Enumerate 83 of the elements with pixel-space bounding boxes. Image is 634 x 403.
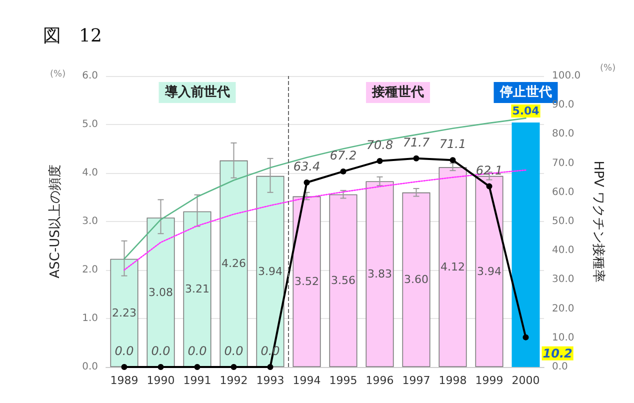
point [413,155,420,162]
bar [220,160,248,367]
data-label: 3.83 [368,268,392,281]
y2-tick-label: 90.0 [552,100,574,111]
bar [110,258,138,367]
data-label: 0.0 [114,344,134,358]
y2-tick-label: 50.0 [552,216,574,227]
x-tick-label: 1992 [220,374,248,387]
y2-tick-label: 60.0 [552,186,574,198]
y2-tick-label: 20.0 [552,303,574,314]
y-tick-label: 4.0 [82,168,98,178]
data-label: 0.0 [224,344,244,358]
point [194,364,200,370]
y2-axis-title: HPV ワクチン接種率 [590,160,607,282]
data-label: 0.0 [188,344,208,358]
y2-tick-label: 10.0 [552,332,574,344]
bar [256,176,284,367]
y-tick-label: 1.0 [82,313,98,324]
annotation: 導入前世代 [164,84,230,100]
data-label: 10.2 [542,346,572,360]
data-label: 2.23 [112,306,136,320]
bar [329,194,358,367]
x-tick-label: 1996 [366,374,394,387]
y2-tick-label: 80.0 [552,128,574,140]
y2-tick-label: 0.0 [552,362,568,372]
x-tick-label: 1994 [292,374,321,387]
bar [475,176,504,367]
x-tick-label: 1999 [475,374,504,387]
bar [512,122,540,367]
point [304,180,310,186]
data-label: 67.2 [330,148,357,162]
y-tick-label: 3.0 [82,216,98,227]
data-label: 63.4 [293,160,320,174]
x-tick-label: 1991 [183,374,212,387]
point [376,158,383,164]
data-label: 3.94 [477,264,502,278]
x-tick-label: 1989 [110,374,138,387]
text: (%) [50,70,66,80]
y2-tick-label: 100.0 [552,70,581,82]
point [340,168,346,174]
bar [146,218,175,367]
y-tick-label: 2.0 [82,264,98,276]
y-axis-title: ASC-US以上の頻度 [47,164,63,278]
point [522,334,529,340]
y-tick-label: 6.0 [82,70,98,82]
x-tick-label: 2000 [512,374,540,387]
data-label: 71.7 [402,135,430,150]
point [230,364,237,370]
chart-title: 図 12 [43,26,102,46]
bar [438,167,467,367]
point [121,364,128,370]
data-label: 3.94 [258,264,282,278]
data-label: 3.60 [404,273,428,286]
y2-tick-label: 30.0 [552,274,574,286]
data-label: 71.1 [439,137,466,152]
point [486,183,492,190]
data-label: 3.56 [331,274,356,288]
data-label: 3.52 [294,275,319,288]
bar [402,192,430,367]
y-tick-label: 5.0 [82,119,98,130]
bar [366,181,394,367]
annotation: 停止世代 [498,85,552,100]
x-tick-label: 1993 [256,374,284,387]
data-label: 3.08 [148,286,173,299]
y-tick-label: 0.0 [82,362,98,372]
x-tick-label: 1995 [329,374,358,387]
point [267,364,274,370]
annotation: 接種世代 [371,84,424,100]
data-label: 70.8 [366,138,394,152]
data-label: 4.12 [440,260,465,274]
point [158,364,164,370]
x-tick-label: 1997 [402,374,430,387]
text: (%) [600,64,616,74]
bar [183,211,212,367]
x-tick-label: 1990 [146,374,175,387]
data-label: 0.0 [151,344,171,358]
x-tick-label: 1998 [438,374,467,387]
data-label: 5.04 [512,104,540,118]
data-label: 4.26 [222,257,246,270]
data-label: 3.21 [185,282,210,296]
bar [292,196,321,367]
y2-tick-label: 40.0 [552,245,574,256]
y2-tick-label: 70.0 [552,158,574,169]
